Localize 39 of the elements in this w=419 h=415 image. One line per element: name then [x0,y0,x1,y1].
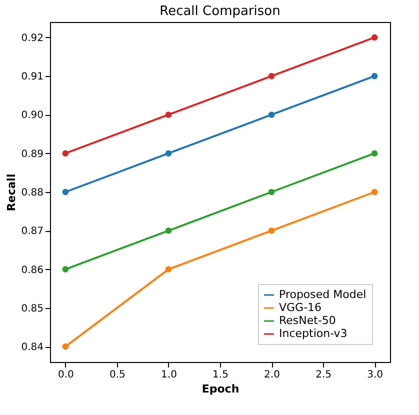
point [268,227,275,234]
legend-label: Proposed Model [279,288,366,301]
x-tick-label: 3.0 [367,370,383,380]
point [62,266,69,272]
point [268,188,275,196]
point [62,188,69,196]
point [165,227,172,234]
x-axis-title: Epoch [202,382,240,396]
x-tick-label: 0.5 [110,370,126,380]
point [371,150,378,157]
y-tick-label: 0.88 [21,188,44,198]
point [371,72,378,80]
legend-label: VGG-16 [279,301,322,314]
y-tick-label: 0.91 [21,72,44,83]
chart-title: Recall Comparison [160,4,280,19]
x-tick-label: 1.0 [161,370,177,380]
point [165,266,172,272]
y-tick-label: 0.90 [21,110,44,122]
y-tick-label: 0.84 [21,342,44,354]
x-tick-label: 1.5 [212,370,228,380]
y-tick-label: 0.85 [21,303,44,314]
y-tick-label: 0.87 [21,226,44,238]
point [371,34,378,41]
y-tick-label: 0.92 [21,32,44,44]
x-tick-label: 2.0 [264,370,280,380]
point [268,112,275,118]
y-tick-label: 0.89 [21,148,44,160]
y-axis-title: Recall [5,174,18,212]
point [165,150,172,157]
point [268,72,275,80]
point [371,188,378,196]
x-tick-label: 2.5 [316,370,332,380]
x-tick-label: 0.0 [58,370,74,380]
point [62,150,69,157]
point [165,112,172,118]
y-tick-label: 0.86 [21,264,44,276]
point [62,343,69,350]
legend-label: Inception-v3 [279,327,348,340]
legend-label: ResNet-50 [279,314,336,327]
